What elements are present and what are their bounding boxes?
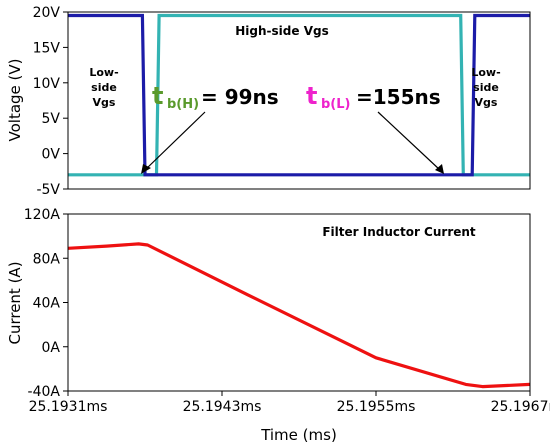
voltage-y-tick-label: 10V (33, 76, 61, 92)
tb-low-arrowhead (435, 164, 444, 174)
low-side-vgs-label-left-line2: side (91, 81, 117, 94)
filter-inductor-current-line (67, 242, 531, 389)
voltage-series (68, 13, 530, 177)
tb-low-arrow (377, 111, 441, 171)
tb-high-annotation: t b(H) = 99ns (141, 82, 279, 174)
current-y-tick-label: 40A (33, 296, 61, 312)
time-x-axis-label: Time (ms) (260, 426, 337, 444)
tb-high-t: t (152, 82, 163, 110)
current-y-tick-label: 80A (33, 251, 61, 267)
tb-low-annotation: t b(L) =155ns (306, 82, 444, 174)
low-side-vgs-label-right-line2: side (473, 81, 499, 94)
current-y-tick-label: 120A (24, 207, 61, 223)
tb-high-arrowhead (141, 164, 151, 174)
voltage-y-tick-label: -5V (36, 182, 60, 198)
low-side-vgs-label-right-line3: Vgs (475, 96, 498, 109)
voltage-y-ticks: 20V 15V 10V 5V 0V -5V (33, 5, 68, 198)
tb-low-t: t (306, 82, 317, 110)
time-x-tick-label: 25.1931ms (29, 399, 108, 415)
tb-low-subscript: b(L) (321, 97, 350, 112)
voltage-plot-frame (67, 11, 531, 190)
current-y-tick-label: 0A (42, 340, 61, 356)
high-side-vgs-label: High-side Vgs (235, 24, 328, 38)
voltage-y-tick-label: 20V (33, 5, 61, 21)
low-side-vgs-label-left-line1: Low- (89, 66, 118, 79)
low-side-vgs-label-right-line1: Low- (471, 66, 500, 79)
time-x-tick-label: 25.1943ms (183, 399, 262, 415)
low-side-vgs-line (68, 13, 530, 177)
voltage-y-tick-label: 15V (33, 40, 61, 56)
current-series (67, 242, 531, 389)
voltage-y-tick-label: 0V (42, 147, 61, 163)
voltage-y-axis-label: Voltage (V) (6, 59, 24, 142)
current-y-ticks: 120A 80A 40A 0A -40A (24, 207, 68, 400)
tb-low-value: =155ns (356, 85, 441, 109)
tb-high-subscript: b(H) (167, 97, 199, 112)
current-plot-frame (67, 213, 531, 392)
voltage-y-tick-label: 5V (42, 111, 61, 127)
current-chart-title: Filter Inductor Current (322, 225, 476, 239)
time-x-tick-label: 25.1967ms (491, 399, 550, 415)
current-y-tick-label: -40A (28, 384, 61, 400)
current-x-ticks: 25.1931ms 25.1943ms 25.1955ms 25.1967ms (29, 391, 550, 415)
low-side-vgs-label-left-line3: Vgs (93, 96, 116, 109)
voltage-panel: 20V 15V 10V 5V 0V -5V Voltage (V) High-side V… (6, 5, 531, 198)
tb-high-arrow (144, 111, 206, 171)
current-y-axis-label: Current (A) (6, 261, 24, 344)
high-side-vgs-line (68, 13, 530, 177)
tb-high-value: = 99ns (201, 85, 279, 109)
time-x-tick-label: 25.1955ms (337, 399, 416, 415)
